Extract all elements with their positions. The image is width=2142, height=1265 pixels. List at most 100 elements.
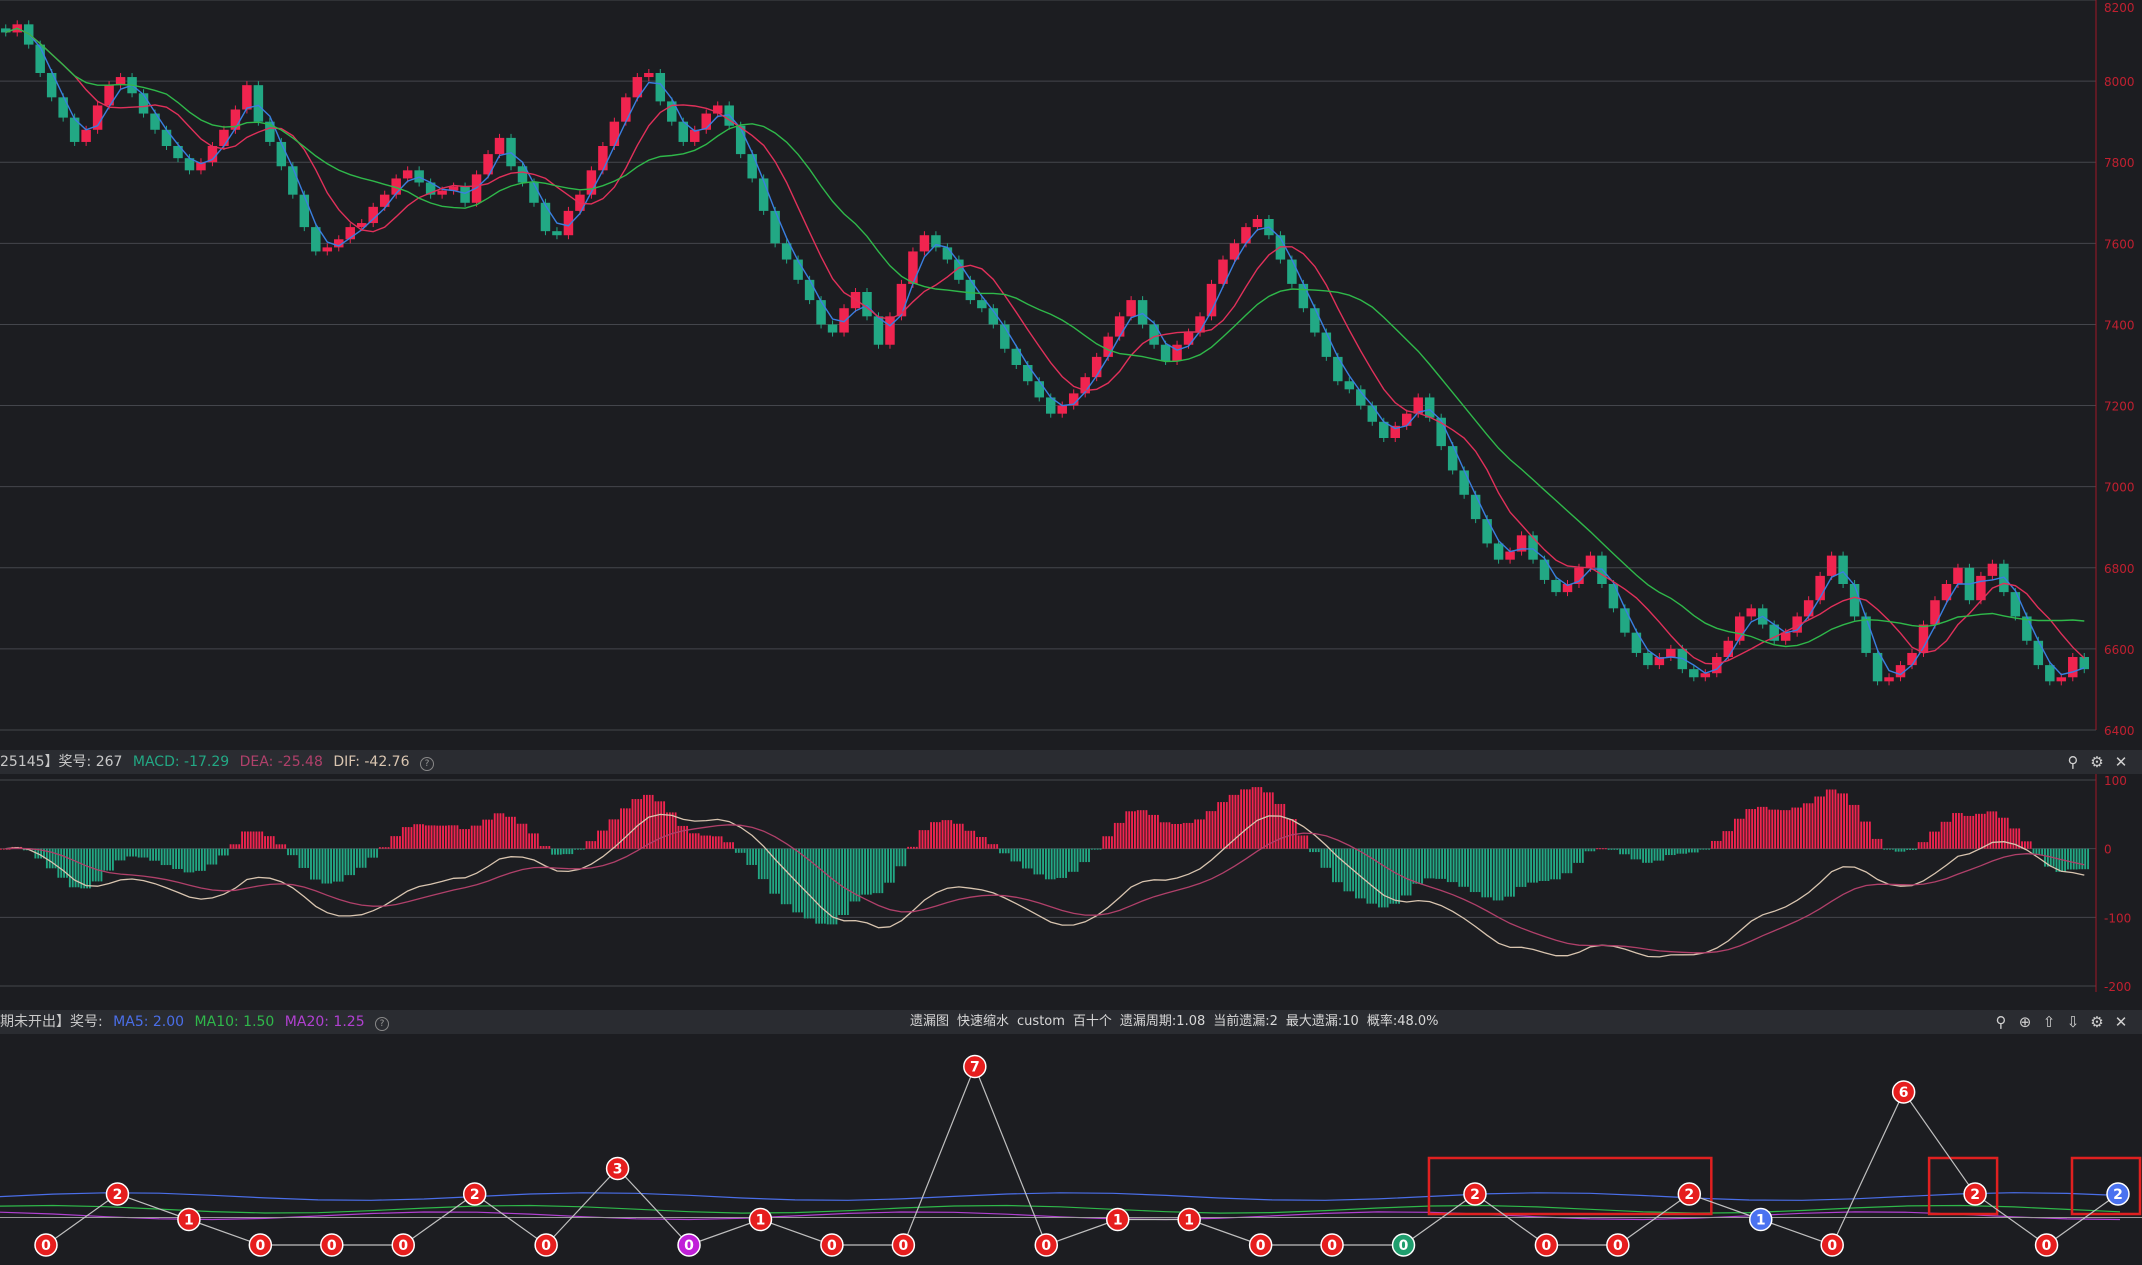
macd-bar <box>117 848 120 861</box>
candle <box>460 186 470 203</box>
macd-bar <box>60 848 63 878</box>
help-icon[interactable]: ? <box>375 1017 390 1031</box>
macd-bar <box>1533 848 1535 883</box>
macd-bar <box>2055 848 2058 872</box>
macd-bar <box>1619 848 1622 855</box>
macd-bar <box>898 848 901 867</box>
macd-bar <box>301 848 304 868</box>
candle <box>322 247 333 252</box>
macd-bar <box>1808 803 1811 849</box>
close-icon[interactable]: ✕ <box>2114 753 2128 771</box>
macd-bar <box>608 819 611 849</box>
macd-bar <box>953 823 956 849</box>
candle <box>1413 397 1423 414</box>
candle <box>667 101 677 122</box>
macd-bar <box>459 829 462 849</box>
macd-bar <box>1234 794 1237 849</box>
candle <box>1149 324 1159 345</box>
macd-bar <box>433 825 436 849</box>
macd-bar <box>1817 796 1820 849</box>
macd-bar <box>157 848 160 861</box>
macd-bar <box>1627 848 1630 855</box>
macd-bar <box>1906 848 1909 851</box>
pin-icon[interactable]: ⚲ <box>1995 1013 2007 1031</box>
macd-bar <box>1090 848 1093 850</box>
macd-bar <box>223 848 226 856</box>
macd-bar <box>689 833 691 849</box>
price-chart[interactable]: 8200 8000 7800 7600 7400 7200 7000 6800 6600 6400 <box>0 0 2142 745</box>
macd-bar <box>1811 803 1814 849</box>
macd-bar <box>577 848 579 850</box>
macd-bar <box>0 848 2 850</box>
macd-bar <box>683 825 686 849</box>
macd-bar <box>1263 792 1266 849</box>
price-tick-label: 6600 <box>2104 643 2135 657</box>
macd-bar <box>51 848 54 869</box>
candle <box>586 170 597 195</box>
omission-polyline <box>45 1064 2119 1246</box>
candle <box>1068 393 1079 406</box>
macd-bar <box>390 836 393 849</box>
macd-bar <box>838 848 841 916</box>
move-up-arrow-icon[interactable]: ⇧ <box>2042 1013 2056 1031</box>
macd-bar <box>666 812 668 849</box>
macd-bar <box>1311 848 1314 853</box>
macd-bar <box>628 808 631 849</box>
macd-bar <box>1980 813 1983 849</box>
omission-node: 0 <box>320 1233 344 1257</box>
settings-icon[interactable]: ⚙ <box>2090 753 2104 771</box>
macd-bar <box>2067 848 2069 870</box>
macd-bar <box>938 822 941 849</box>
candle <box>356 223 367 228</box>
candle <box>483 154 493 175</box>
candle <box>1884 677 1894 682</box>
macd-bar <box>1949 821 1952 849</box>
highlight-box <box>2070 1156 2142 1216</box>
macd-bar <box>1713 840 1716 849</box>
macd-bar <box>1283 803 1286 849</box>
macd-chart[interactable]: 100 0 -100 -200 <box>0 774 2142 994</box>
macd-bar <box>34 848 37 859</box>
macd-bar <box>439 825 442 849</box>
macd-bar <box>249 831 252 849</box>
macd-bar <box>844 848 846 916</box>
macd-bar <box>1843 793 1845 849</box>
macd-bar <box>861 848 864 895</box>
settings-icon[interactable]: ⚙ <box>2090 1013 2104 1031</box>
macd-bar <box>1645 848 1647 863</box>
macd-bar <box>358 848 361 868</box>
macd-bar <box>516 823 519 849</box>
candle <box>184 158 195 171</box>
macd-bar <box>370 848 373 858</box>
macd-bar <box>1300 835 1303 849</box>
macd-bar <box>1926 842 1929 849</box>
move-up-icon[interactable]: ⊕ <box>2018 1013 2032 1031</box>
omission-node-label: 0 <box>2042 1238 2052 1254</box>
macd-bar <box>2015 828 2018 849</box>
macd-bar <box>1423 848 1426 879</box>
macd-bar <box>1113 822 1116 849</box>
macd-bar <box>1024 848 1027 869</box>
candle <box>2010 592 2021 617</box>
macd-bar <box>2072 848 2075 870</box>
macd-bar <box>508 816 511 849</box>
macd-bar <box>376 848 378 858</box>
help-icon[interactable]: ? <box>419 757 434 771</box>
macd-bar <box>987 844 990 849</box>
candle <box>747 154 757 179</box>
move-down-icon[interactable]: ⇩ <box>2066 1013 2080 1031</box>
macd-bar <box>1636 848 1639 860</box>
macd-bar <box>109 848 111 871</box>
macd-bar <box>401 827 404 849</box>
macd-bar <box>956 823 958 849</box>
macd-bar <box>1360 848 1363 899</box>
macd-bar <box>614 819 617 849</box>
omission-node-circle <box>1606 1233 1630 1257</box>
macd-bar <box>1332 848 1334 883</box>
close-icon[interactable]: ✕ <box>2114 1013 2128 1031</box>
pin-icon[interactable]: ⚲ <box>2067 753 2079 771</box>
macd-bar <box>1963 815 1966 849</box>
macd-bar <box>2 848 5 850</box>
macd-bar <box>1036 848 1039 875</box>
